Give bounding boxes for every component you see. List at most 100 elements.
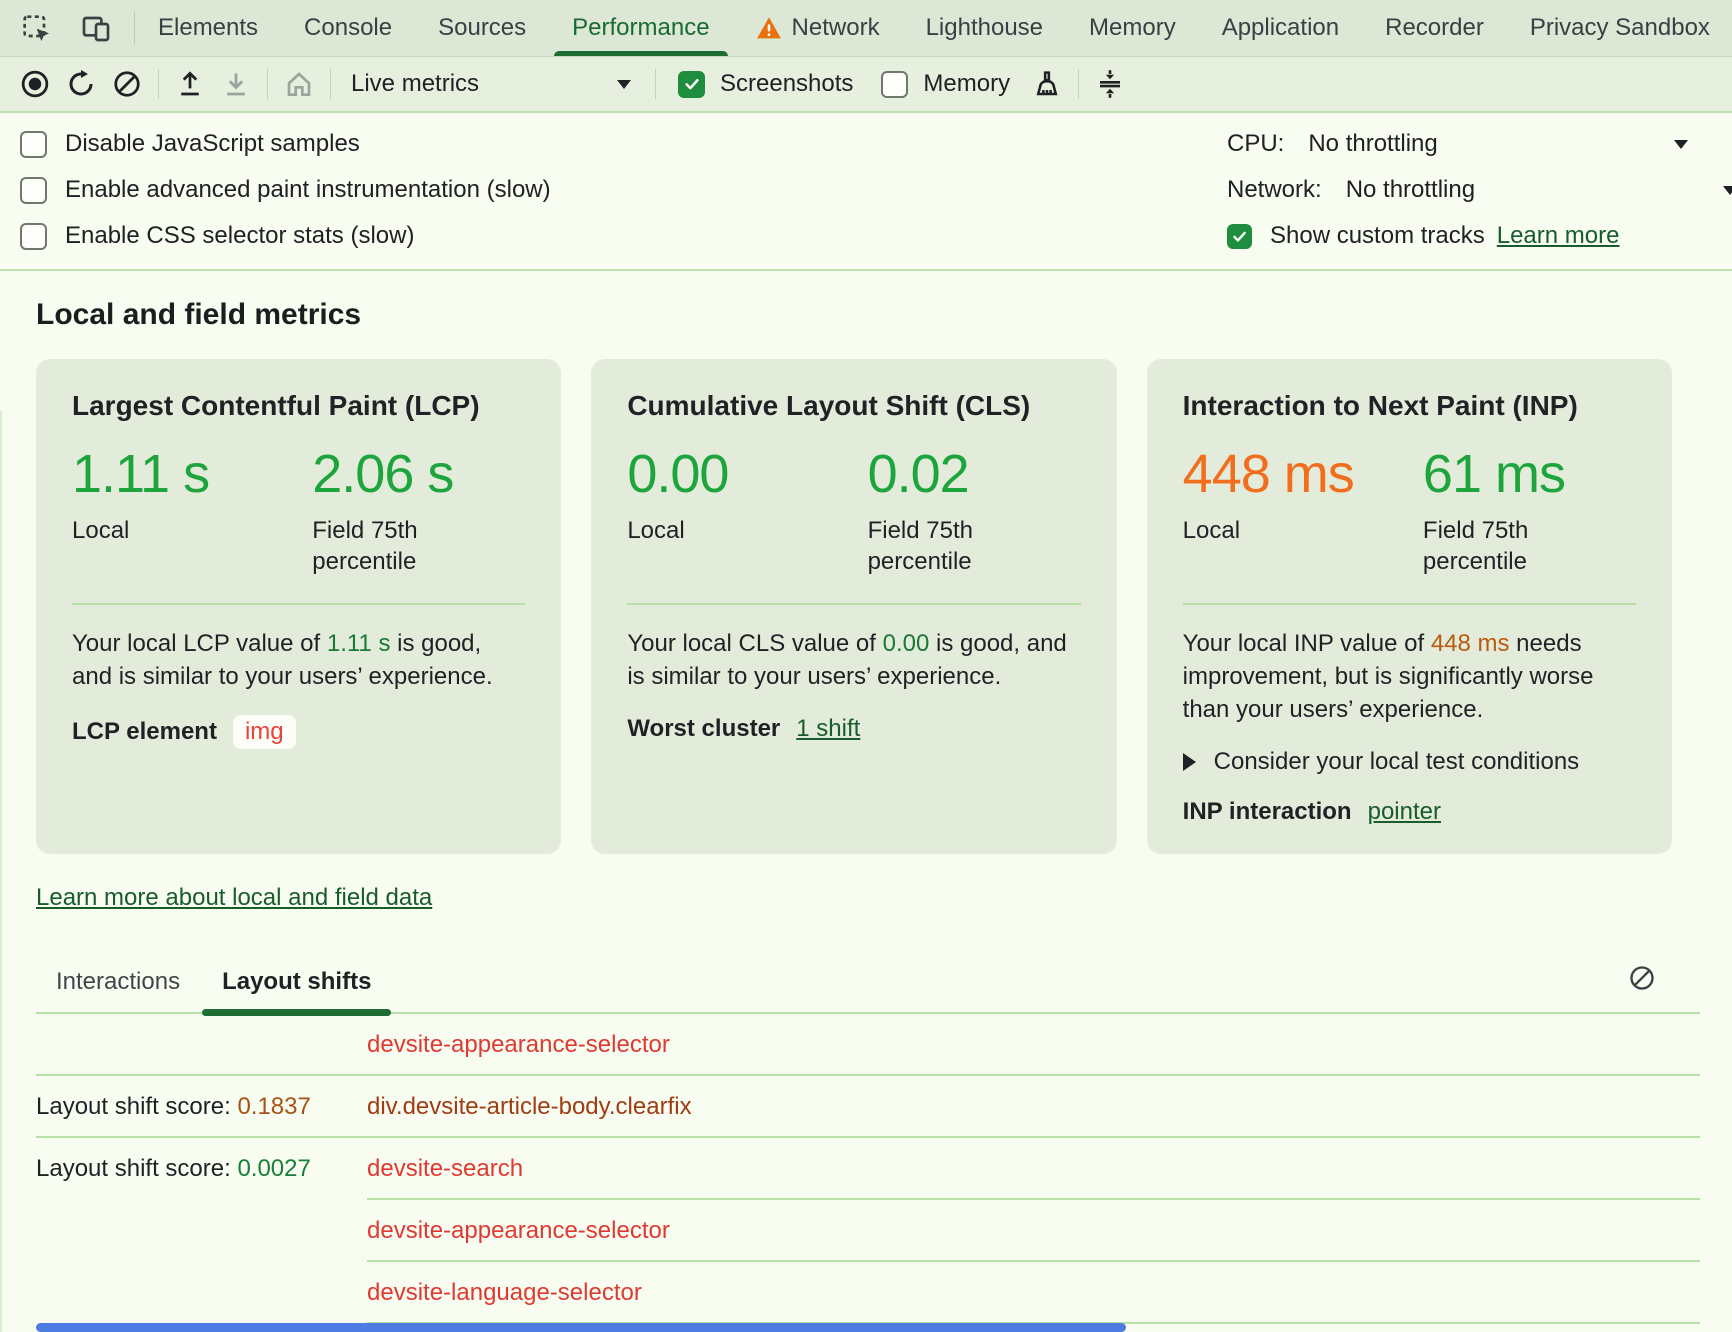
- css-selector-stats-checkbox[interactable]: [20, 222, 47, 250]
- cls-card: Cumulative Layout Shift (CLS) 0.00 Local…: [591, 359, 1117, 854]
- local-value: 0.00: [627, 444, 729, 504]
- lcp-card: Largest Contentful Paint (LCP) 1.11 s Lo…: [36, 359, 562, 854]
- divider: [72, 603, 526, 605]
- custom-tracks-row: Show custom tracks Learn more: [1227, 213, 1732, 259]
- upload-profile-icon[interactable]: [167, 61, 213, 107]
- field-label: Field 75th percentile: [1422, 517, 1529, 575]
- field-value-block: 0.02 Field 75th percentile: [868, 443, 1081, 577]
- warning-icon: [756, 16, 782, 40]
- inp-interaction-link[interactable]: pointer: [1367, 798, 1441, 825]
- tab-application[interactable]: Application: [1199, 0, 1362, 56]
- worst-cluster-link[interactable]: 1 shift: [796, 715, 861, 742]
- card-title: Interaction to Next Paint (INP): [1182, 390, 1578, 421]
- local-value-block: 0.00 Local: [627, 443, 867, 577]
- field-value-block: 61 ms Field 75th percentile: [1423, 443, 1636, 577]
- card-title: Largest Contentful Paint (LCP): [72, 390, 480, 421]
- worst-cluster-row: Worst cluster 1 shift: [627, 715, 1080, 743]
- tab-interactions[interactable]: Interactions: [56, 968, 181, 995]
- field-label: Field 75th percentile: [867, 517, 973, 575]
- divider: [134, 12, 135, 44]
- cpu-label: CPU:: [1227, 130, 1285, 157]
- divider: [655, 69, 656, 99]
- chevron-down-icon: [617, 79, 631, 89]
- tab-label: Recorder: [1385, 14, 1484, 41]
- download-profile-icon[interactable]: [213, 61, 259, 107]
- home-icon[interactable]: [276, 61, 322, 107]
- shift-element-link[interactable]: devsite-search: [367, 1155, 524, 1182]
- metric-description: Your local CLS value of 0.00 is good, an…: [627, 630, 1067, 690]
- score-label: Layout shift score:: [36, 1155, 238, 1182]
- lcp-element-row: LCP element img: [72, 715, 525, 749]
- disable-js-samples-row: Disable JavaScript samples: [20, 121, 551, 167]
- capture-settings: Disable JavaScript samples Enable advanc…: [0, 113, 1732, 271]
- live-metrics-dropdown[interactable]: Live metrics: [351, 70, 631, 98]
- shift-element-link[interactable]: devsite-appearance-selector: [367, 1031, 670, 1058]
- tab-label: Sources: [438, 14, 527, 41]
- checkbox-label: Enable CSS selector stats (slow): [65, 222, 415, 249]
- learn-more-field-data-link[interactable]: Learn more about local and field data: [36, 884, 433, 911]
- local-value: 1.11 s: [72, 444, 210, 504]
- divider: [330, 69, 331, 99]
- page-title: Local and field metrics: [36, 298, 362, 331]
- tab-sources[interactable]: Sources: [415, 0, 549, 56]
- disable-js-samples-checkbox[interactable]: [20, 130, 47, 158]
- reload-icon[interactable]: [58, 61, 104, 107]
- memory-checkbox[interactable]: [881, 70, 909, 98]
- checkbox-label: Enable advanced paint instrumentation (s…: [65, 176, 551, 203]
- shift-element-link[interactable]: devsite-language-selector: [367, 1279, 642, 1306]
- devtools-tabbar: Elements Console Sources Performance Net…: [0, 0, 1732, 57]
- divider: [36, 1136, 1700, 1138]
- clear-icon[interactable]: [104, 61, 150, 107]
- tab-memory[interactable]: Memory: [1066, 0, 1199, 56]
- tab-performance[interactable]: Performance: [549, 0, 732, 56]
- shift-element-link[interactable]: devsite-appearance-selector: [367, 1217, 670, 1244]
- clear-log-icon[interactable]: [1628, 964, 1656, 992]
- record-icon[interactable]: [12, 61, 58, 107]
- field-value: 0.02: [867, 444, 970, 504]
- learn-more-link[interactable]: Learn more: [1496, 222, 1620, 249]
- network-value: No throttling: [1345, 176, 1476, 203]
- divider: [627, 603, 1081, 605]
- shift-score: 0.1837: [237, 1093, 311, 1120]
- layout-shift-row: devsite-appearance-selector: [36, 1200, 1700, 1262]
- horizontal-scrollbar-thumb[interactable]: [36, 1323, 1126, 1332]
- tab-label: Elements: [158, 14, 259, 41]
- score-label: Layout shift score:: [36, 1093, 238, 1120]
- footer-label: LCP element: [72, 718, 217, 745]
- custom-tracks-checkbox[interactable]: [1227, 223, 1252, 249]
- lcp-element-chip[interactable]: img: [232, 715, 296, 749]
- inp-interaction-row: INP interaction pointer: [1183, 798, 1636, 826]
- network-throttling-select[interactable]: Network: No throttling: [1227, 167, 1732, 213]
- screenshots-checkbox[interactable]: [678, 70, 705, 98]
- tab-label: Application: [1221, 14, 1340, 41]
- device-toolbar-icon[interactable]: [76, 6, 116, 50]
- local-label: Local: [1182, 517, 1241, 544]
- tab-network[interactable]: Network: [733, 0, 903, 56]
- inp-card: Interaction to Next Paint (INP) 448 ms L…: [1146, 359, 1672, 854]
- divider: [1182, 603, 1636, 605]
- live-metrics-label: Live metrics: [351, 70, 480, 97]
- divider: [1078, 69, 1080, 99]
- shift-element-link[interactable]: div.devsite-article-body.clearfix: [367, 1093, 692, 1120]
- inspect-element-icon[interactable]: [16, 6, 56, 50]
- advanced-paint-checkbox[interactable]: [20, 176, 47, 204]
- tab-privacy-sandbox[interactable]: Privacy Sandbox: [1507, 0, 1732, 56]
- tab-lighthouse[interactable]: Lighthouse: [903, 0, 1066, 56]
- layout-shift-row: Layout shift score: 0.0027 devsite-searc…: [36, 1138, 1700, 1200]
- local-test-conditions-expander[interactable]: Consider your local test conditions: [1182, 748, 1636, 776]
- layout-shift-row: Layout shift score: 0.1837 div.devsite-a…: [36, 1076, 1700, 1138]
- tab-label: Console: [304, 14, 393, 41]
- layout-shift-row: devsite-appearance-selector: [36, 1014, 1700, 1076]
- tab-elements[interactable]: Elements: [135, 0, 281, 56]
- memory-label: Memory: [923, 70, 1011, 97]
- field-label: Field 75th percentile: [312, 517, 418, 575]
- garbage-collect-icon[interactable]: [1024, 61, 1070, 107]
- tab-layout-shifts[interactable]: Layout shifts: [202, 968, 392, 1016]
- cpu-throttling-select[interactable]: CPU: No throttling: [1227, 121, 1732, 167]
- screenshots-checkbox-row: Screenshots: [678, 70, 853, 98]
- footer-label: Worst cluster: [627, 715, 781, 742]
- divider: [367, 1260, 1700, 1262]
- collapse-icon[interactable]: [1087, 61, 1133, 107]
- tab-recorder[interactable]: Recorder: [1362, 0, 1507, 56]
- tab-console[interactable]: Console: [281, 0, 415, 56]
